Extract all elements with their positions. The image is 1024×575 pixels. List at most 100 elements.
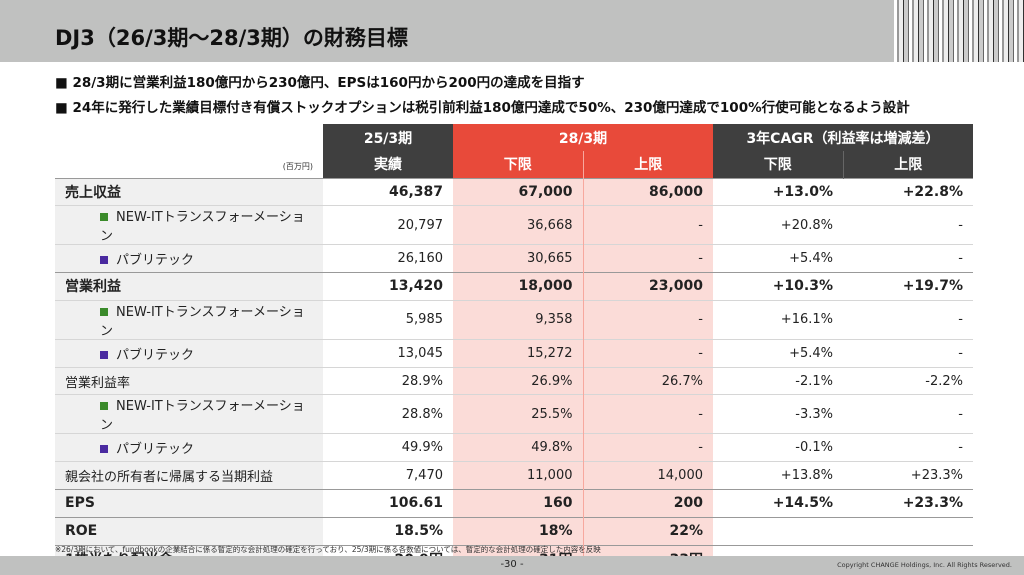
value-cell (713, 517, 843, 545)
value-cell: 160 (453, 489, 583, 518)
table-row: パブリテック 13,045 15,272- +5.4% - (55, 339, 973, 368)
table-row: NEW-ITトランスフォーメーション 5,985 9,358- +16.1% - (55, 300, 973, 340)
value-cell: 11,000 (453, 461, 583, 490)
row-label: パブリテック (55, 339, 323, 368)
group-header-fy28: 28/3期 (453, 124, 713, 151)
value-cell: 49.8% (453, 433, 583, 462)
table-row: NEW-ITトランスフォーメーション 20,797 36,668- +20.8% - (55, 205, 973, 245)
row-label: NEW-ITトランスフォーメーション (55, 300, 323, 340)
row-label-text: NEW-ITトランスフォーメーション (100, 210, 305, 245)
table-row: 営業利益 13,420 18,000 23,000 +10.3% +19.7% (55, 272, 973, 301)
copyright: Copyright CHANGE Holdings, Inc. All Righ… (837, 561, 1012, 569)
row-label-text: EPS (65, 495, 95, 512)
value-cell: - (958, 217, 963, 233)
page-title: DJ3（26/3期～28/3期）の財務目標 (55, 26, 408, 50)
value-cell: - (582, 433, 713, 462)
value-cell: - (958, 251, 963, 267)
subheader-actual: 実績 (323, 151, 453, 178)
value-cell: 18,000 (453, 272, 583, 301)
row-label-text: NEW-ITトランスフォーメーション (100, 304, 305, 339)
value-cell: - (582, 244, 713, 273)
value-cell: 67,000 (453, 178, 583, 206)
segment-marker-icon (100, 307, 108, 316)
value-cell: +10.3% (772, 278, 833, 295)
value-cell: 30,665 (453, 244, 583, 273)
value-cell: +14.5% (772, 495, 833, 512)
value-cell: 26.7% (582, 367, 713, 395)
subheader-cagr-high: 上限 (842, 151, 973, 178)
value-cell: - (958, 440, 963, 456)
value-cell: +5.4% (789, 345, 833, 361)
value-cell: 25.5% (453, 394, 583, 434)
row-label: 営業利益 (55, 272, 323, 301)
row-label: NEW-ITトランスフォーメーション (55, 205, 323, 245)
title-bar: DJ3（26/3期～28/3期）の財務目標 (0, 0, 1024, 62)
segment-marker-icon (100, 445, 108, 454)
value-cell: 26.9% (453, 367, 583, 395)
value-cell: 13,045 (397, 345, 444, 361)
row-label-text: 売上収益 (65, 184, 121, 201)
row-label-text: 親会社の所有者に帰属する当期利益 (65, 470, 274, 486)
footer-bar: -30 - Copyright CHANGE Holdings, Inc. Al… (0, 556, 1024, 575)
segment-marker-icon (100, 402, 108, 411)
page-number: -30 - (500, 559, 524, 570)
row-label-text: パブリテック (116, 253, 195, 269)
row-label: ROE (55, 517, 323, 546)
value-cell: +13.0% (772, 183, 833, 200)
value-cell: -2.1% (795, 373, 833, 389)
value-cell: - (582, 205, 713, 245)
group-header-cagr: 3年CAGR（利益率は増減差） (713, 124, 973, 151)
value-cell: 18% (453, 517, 583, 546)
row-label: 親会社の所有者に帰属する当期利益 (55, 461, 323, 490)
value-cell: 23,000 (582, 272, 713, 301)
value-cell: - (958, 345, 963, 361)
value-cell: -2.2% (925, 373, 963, 389)
value-cell: 9,358 (453, 300, 583, 340)
row-label: 営業利益率 (55, 367, 323, 395)
value-cell: 86,000 (582, 178, 713, 206)
value-cell: +13.8% (780, 468, 833, 484)
value-cell: 7,470 (405, 468, 443, 484)
value-cell: +23.3% (910, 468, 963, 484)
value-cell: 26,160 (397, 251, 444, 267)
value-cell: 28.9% (401, 373, 443, 389)
value-cell: 46,387 (388, 183, 443, 200)
value-cell: 14,000 (582, 461, 713, 490)
table-row: 売上収益 46,387 67,000 86,000 +13.0% +22.8% (55, 178, 973, 206)
table-row: パブリテック 49.9% 49.8% - -0.1% - (55, 433, 973, 462)
row-label-text: パブリテック (116, 347, 195, 363)
row-label-text: パブリテック (116, 442, 195, 458)
value-cell: - (582, 394, 713, 434)
segment-marker-icon (100, 256, 108, 265)
value-cell: 36,668 (453, 205, 583, 245)
value-cell: 28.8% (401, 406, 443, 422)
row-label: EPS (55, 489, 323, 518)
value-cell: 106.61 (388, 495, 443, 512)
subheader-fy28-low: 下限 (453, 151, 583, 178)
financial-targets-table: (百万円) 25/3期 28/3期 3年CAGR（利益率は増減差） 実績 下限 … (55, 124, 973, 573)
subheader-fy28-high: 上限 (582, 151, 713, 178)
row-label-text: NEW-ITトランスフォーメーション (100, 399, 305, 434)
segment-marker-icon (100, 213, 108, 222)
value-cell: 22% (582, 517, 713, 546)
row-label: 売上収益 (55, 178, 323, 206)
value-cell: +22.8% (902, 183, 963, 200)
value-cell: 200 (582, 489, 713, 518)
value-cell: +5.4% (789, 251, 833, 267)
value-cell: +16.1% (780, 312, 833, 328)
table-row: EPS 106.61 160 200 +14.5% +23.3% (55, 489, 973, 518)
value-cell: -3.3% (795, 406, 833, 422)
value-cell: 18.5% (394, 523, 443, 540)
row-label: パブリテック (55, 433, 323, 462)
bullet-2: ■ 24年に発行した業績目標付き有償ストックオプションは税引前利益180億円達成… (55, 100, 910, 116)
row-label-text: ROE (65, 523, 98, 540)
value-cell: 5,985 (405, 312, 443, 328)
row-label-text: 営業利益 (65, 279, 121, 296)
table-row: 営業利益率 28.9% 26.9% 26.7% -2.1% -2.2% (55, 367, 973, 395)
footnote: ※26/3期において、fundbookの企業結合に係る暫定的な会計処理の確定を行… (55, 545, 601, 554)
row-label-text: 営業利益率 (65, 375, 131, 391)
value-cell: 20,797 (397, 217, 444, 233)
table-row: ROE 18.5% 18% 22% (55, 517, 973, 546)
value-cell: +23.3% (902, 495, 963, 512)
unit-label: (百万円) (282, 161, 313, 171)
